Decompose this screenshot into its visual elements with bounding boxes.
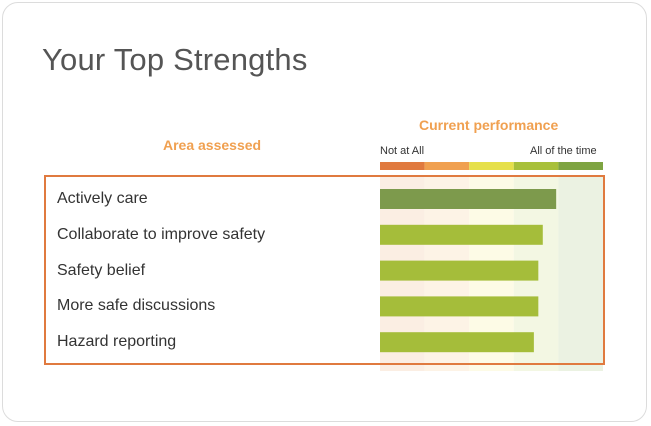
current-performance-header: Current performance bbox=[419, 117, 559, 133]
scale-high-label: All of the time bbox=[530, 145, 597, 157]
category-label-5: Hazard reporting bbox=[57, 333, 177, 351]
scale-segment-2 bbox=[424, 162, 470, 170]
bar-1 bbox=[380, 189, 557, 209]
bar-2 bbox=[380, 224, 543, 245]
scale-segment-1 bbox=[380, 162, 425, 170]
area-assessed-header: Area assessed bbox=[163, 137, 262, 153]
page-title: Your Top Strengths bbox=[42, 42, 308, 77]
scale-segment-5 bbox=[558, 162, 603, 170]
category-label-3: Safety belief bbox=[57, 261, 146, 279]
scale-segment-4 bbox=[513, 162, 559, 170]
bar-4 bbox=[380, 296, 539, 317]
category-label-1: Actively care bbox=[57, 190, 148, 207]
category-label-4: More safe discussions bbox=[57, 297, 216, 315]
scale-low-label: Not at All bbox=[380, 145, 425, 157]
category-label-2: Collaborate to improve safety bbox=[57, 225, 266, 243]
scale-band-5 bbox=[558, 175, 603, 371]
bar-5 bbox=[380, 332, 534, 353]
scale-segment-3 bbox=[469, 162, 514, 170]
bar-3 bbox=[380, 260, 539, 281]
top-strengths-highlight-box bbox=[44, 175, 605, 365]
